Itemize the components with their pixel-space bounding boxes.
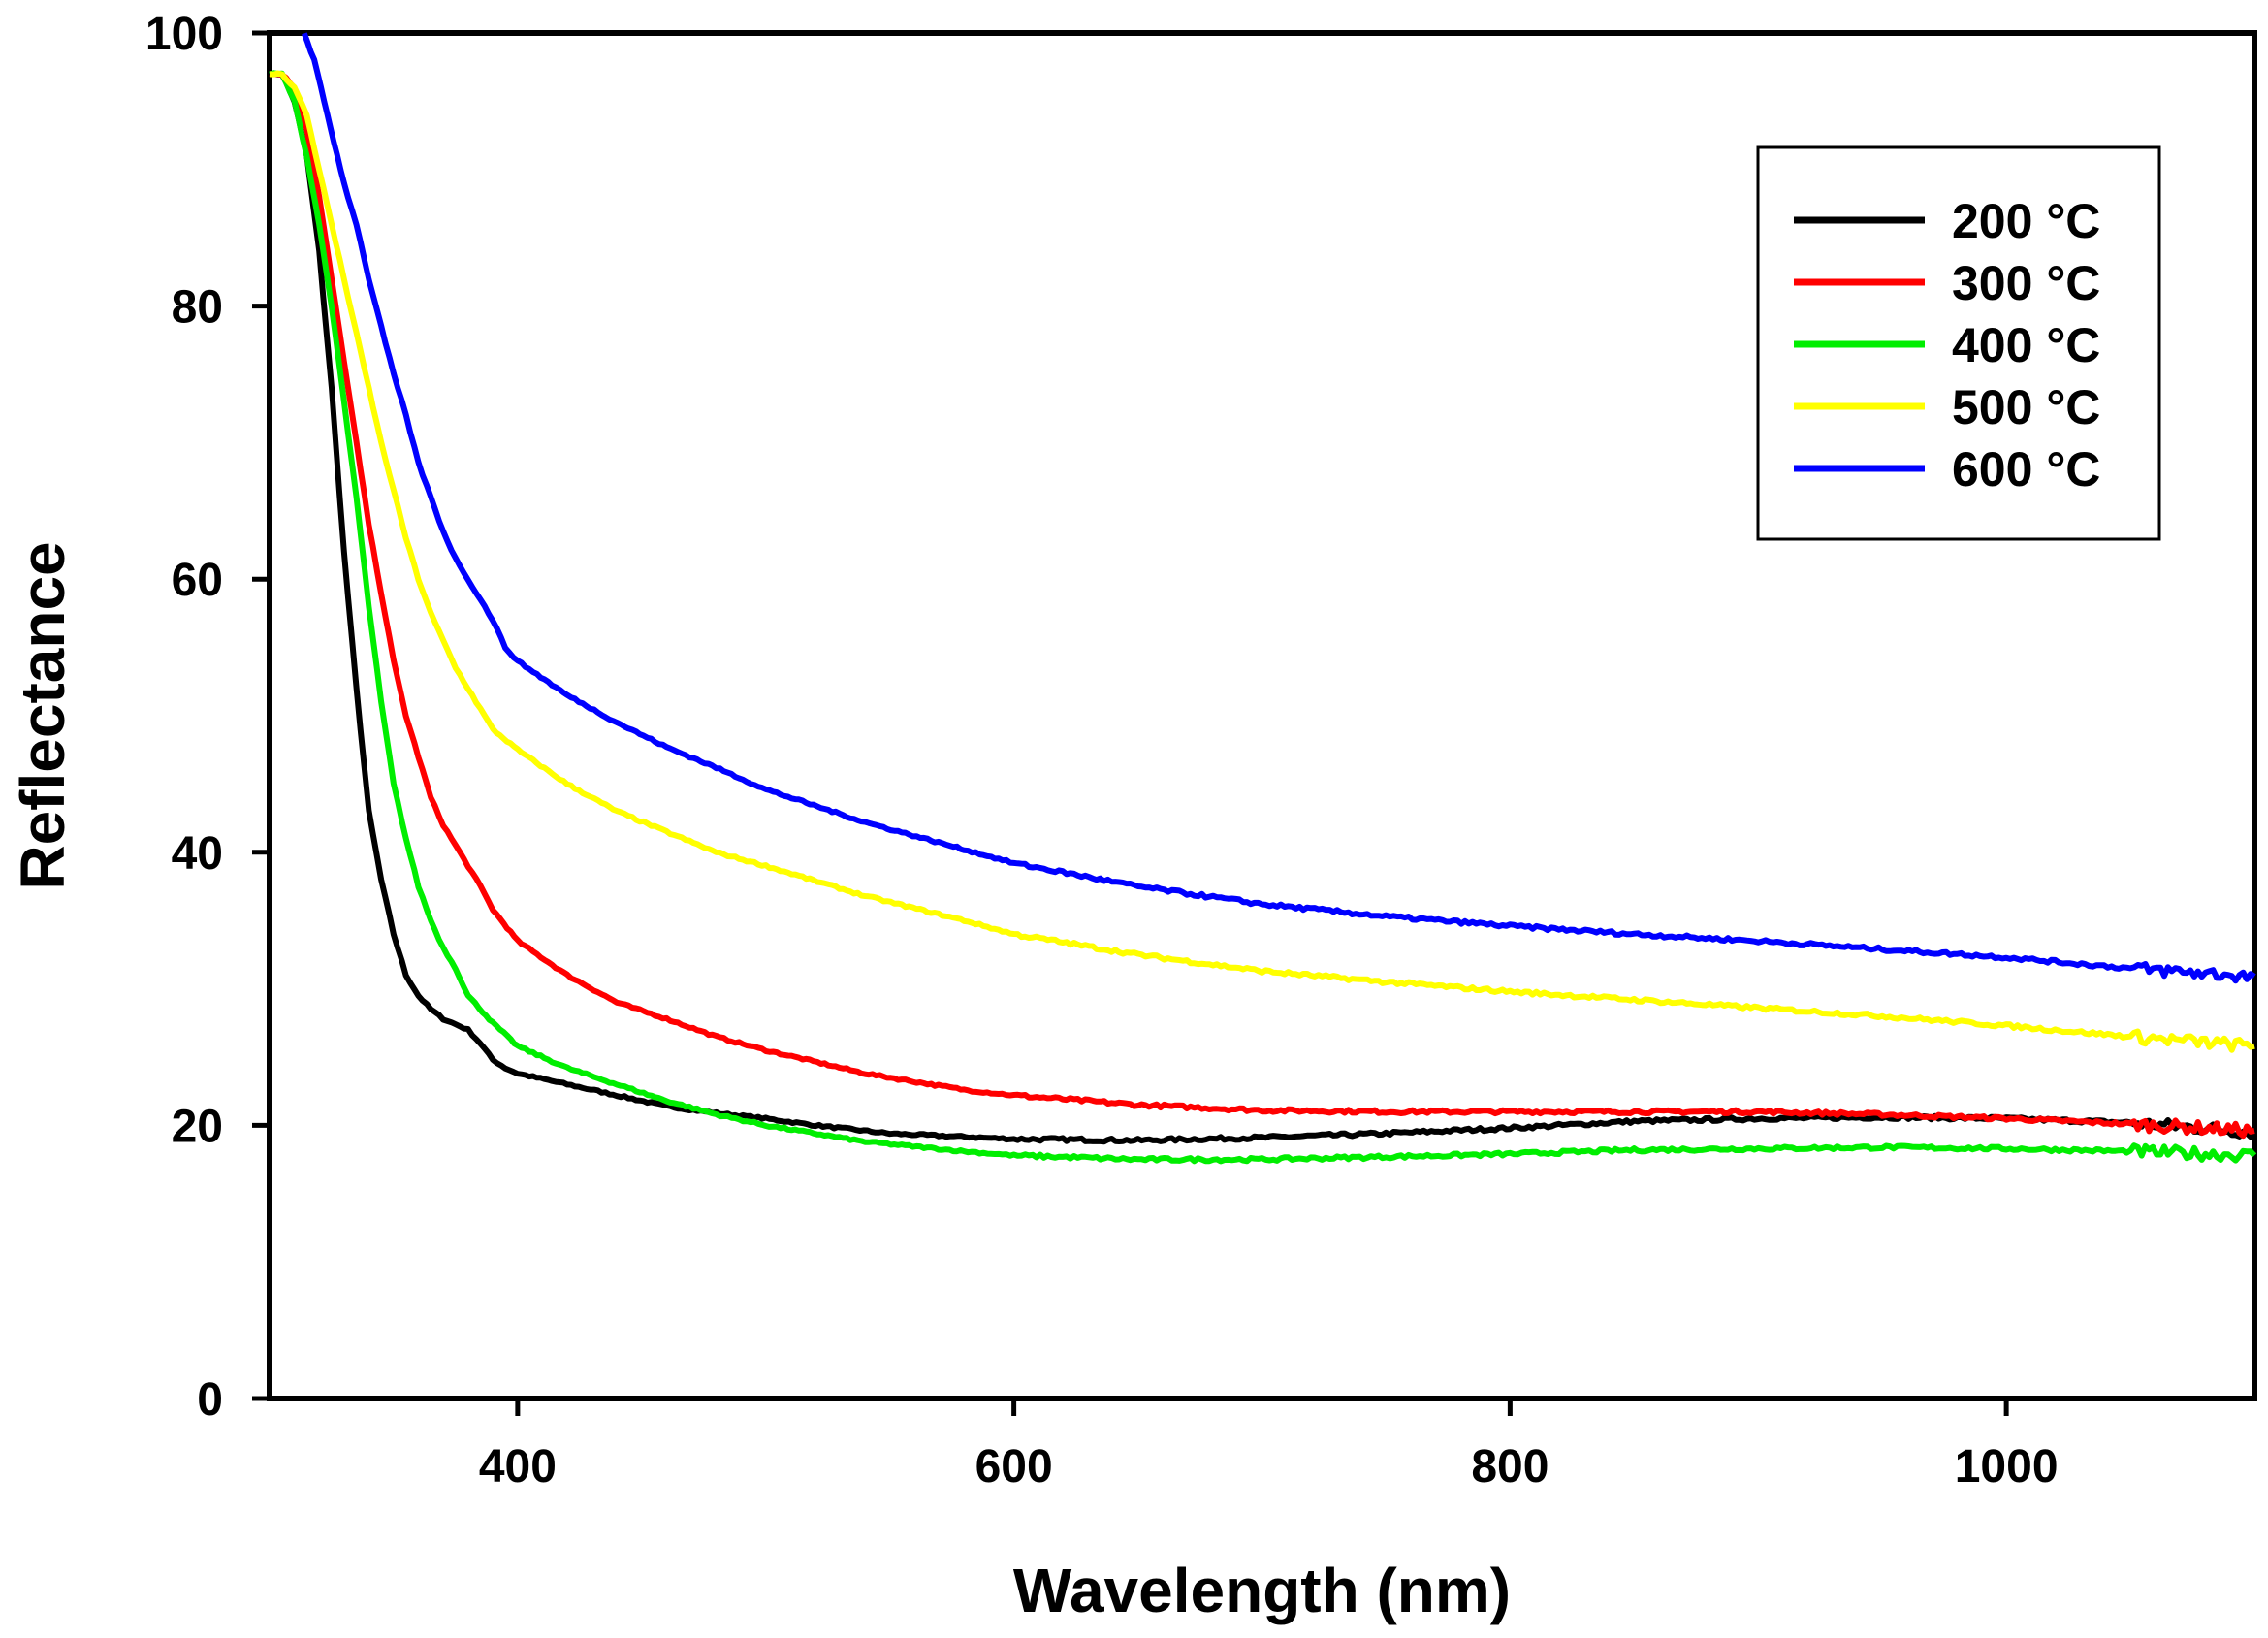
x-tick-label-3: 1000 (1955, 1441, 2059, 1493)
legend: 200 °C 300 °C 400 °C 500 °C 600 °C (1756, 145, 2161, 541)
series-group (268, 32, 2257, 1165)
legend-label-2: 400 °C (1952, 318, 2100, 372)
x-tick-label-0: 400 (479, 1441, 557, 1493)
y-tick-label-3: 60 (172, 555, 223, 606)
series-line-3 (269, 70, 2255, 1053)
series-line-4 (301, 32, 2256, 984)
legend-label-4: 600 °C (1952, 442, 2100, 497)
plot-frame (267, 30, 2257, 1401)
series-line-2 (269, 70, 2257, 1165)
y-axis-title: Reflectance (8, 541, 78, 889)
series-line-1 (269, 71, 2255, 1140)
legend-label-1: 300 °C (1952, 256, 2100, 310)
y-tick-label-1: 20 (172, 1101, 223, 1152)
legend-label-3: 500 °C (1952, 380, 2100, 434)
x-axis-title: Wavelength (nm) (1013, 1556, 1511, 1625)
y-tick-label-4: 80 (172, 282, 223, 334)
x-tick-label-1: 600 (975, 1441, 1053, 1493)
y-tick-label-5: 100 (145, 9, 223, 60)
y-tick-label-2: 40 (172, 828, 223, 880)
legend-label-0: 200 °C (1952, 194, 2100, 248)
x-tick-label-2: 800 (1471, 1441, 1549, 1493)
y-tick-label-0: 0 (197, 1374, 223, 1426)
